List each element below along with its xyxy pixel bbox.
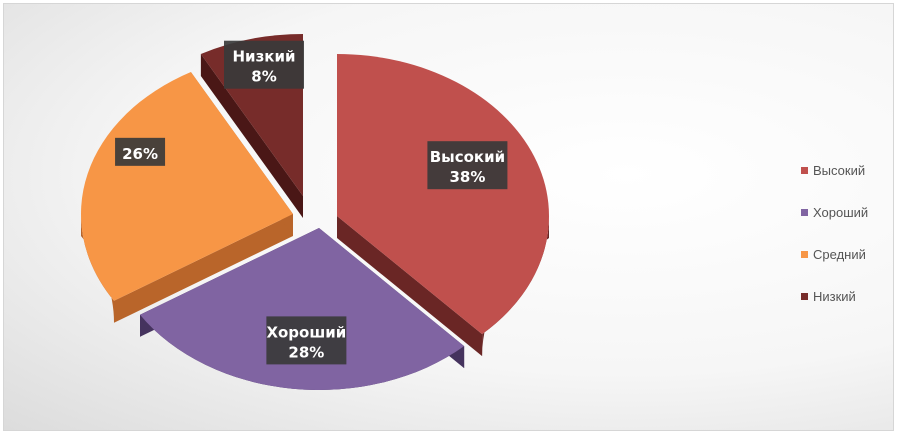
legend-item-khoroshiy: Хороший [801,202,893,223]
data-label-value: 38% [449,168,485,186]
data-label-name: Хороший [266,323,346,341]
data-label-value: 28% [288,343,324,361]
data-label-slice-3: 26% [115,137,166,166]
legend-swatch [801,167,808,174]
legend-label: Хороший [813,205,869,220]
legend-label: Средний [813,247,866,262]
data-label-value: 26% [122,145,158,163]
data-label-bg [266,316,347,365]
data-label-slice-4: Низкий 8% [224,40,305,89]
pie-edge-slice-3-1 [114,214,294,323]
legend-swatch [801,209,808,216]
legend-item-nizkiy: Низкий [801,286,893,307]
legend: Высокий Хороший Средний Низкий [801,160,893,307]
pie-slice-3 [81,72,293,301]
pie-edge-slice-1-2 [337,216,483,357]
data-label-slice-1: Высокий 38% [427,141,508,190]
pie-edge-slice-4-1 [200,54,303,219]
pie-slice-2 [140,228,465,390]
data-label-name: Низкий [233,48,296,66]
data-label-bg [427,141,508,190]
legend-label: Высокий [813,163,866,178]
legend-label: Низкий [813,289,856,304]
legend-item-vysokiy: Высокий [801,160,893,181]
data-label-value: 8% [251,68,276,86]
legend-swatch [801,293,808,300]
legend-item-sredniy: Средний [801,244,893,265]
data-label-slice-2: Хороший 28% [266,316,347,365]
data-label-bg [224,40,305,89]
data-label-bg [115,137,166,166]
pie-slice-1 [337,54,550,335]
legend-swatch [801,251,808,258]
data-label-name: Высокий [430,148,505,166]
data-labels: Высокий 38% Хороший 28% 26% Низкий 8% [115,40,508,365]
